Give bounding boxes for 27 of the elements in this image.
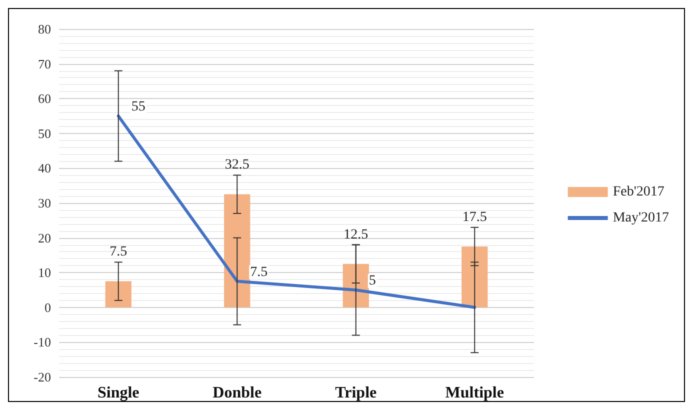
bar — [224, 194, 250, 308]
y-tick-label: 0 — [44, 300, 51, 315]
bar — [105, 281, 132, 308]
y-tick-label: -20 — [34, 370, 51, 384]
y-tick-label: 60 — [38, 91, 51, 106]
data-label: 5 — [368, 274, 376, 288]
y-tick-label: 70 — [38, 56, 51, 72]
data-label: 55 — [131, 100, 146, 114]
x-tick-label: Donble — [212, 384, 262, 402]
data-label: 7.5 — [250, 264, 268, 280]
y-tick-label: 40 — [38, 160, 51, 176]
x-tick-label: Single — [97, 384, 140, 402]
bar — [462, 246, 488, 308]
y-tick-label: 10 — [38, 265, 51, 280]
legend-label: May'2017 — [612, 210, 670, 226]
y-tick-label: 80 — [38, 22, 51, 36]
data-label: 7.5 — [110, 244, 128, 260]
y-tick-label: 30 — [38, 196, 51, 210]
legend-label: Feb'2017 — [612, 184, 664, 200]
data-label: 32.5 — [224, 158, 250, 173]
x-tick-label: Multiple — [445, 384, 504, 402]
data-label: 12.5 — [344, 227, 368, 242]
data-label: 17.5 — [462, 210, 487, 225]
y-tick-label: 50 — [38, 126, 51, 141]
y-tick-label: 20 — [38, 230, 51, 246]
x-tick-label: Triple — [335, 384, 377, 402]
y-tick-label: -10 — [34, 334, 51, 350]
